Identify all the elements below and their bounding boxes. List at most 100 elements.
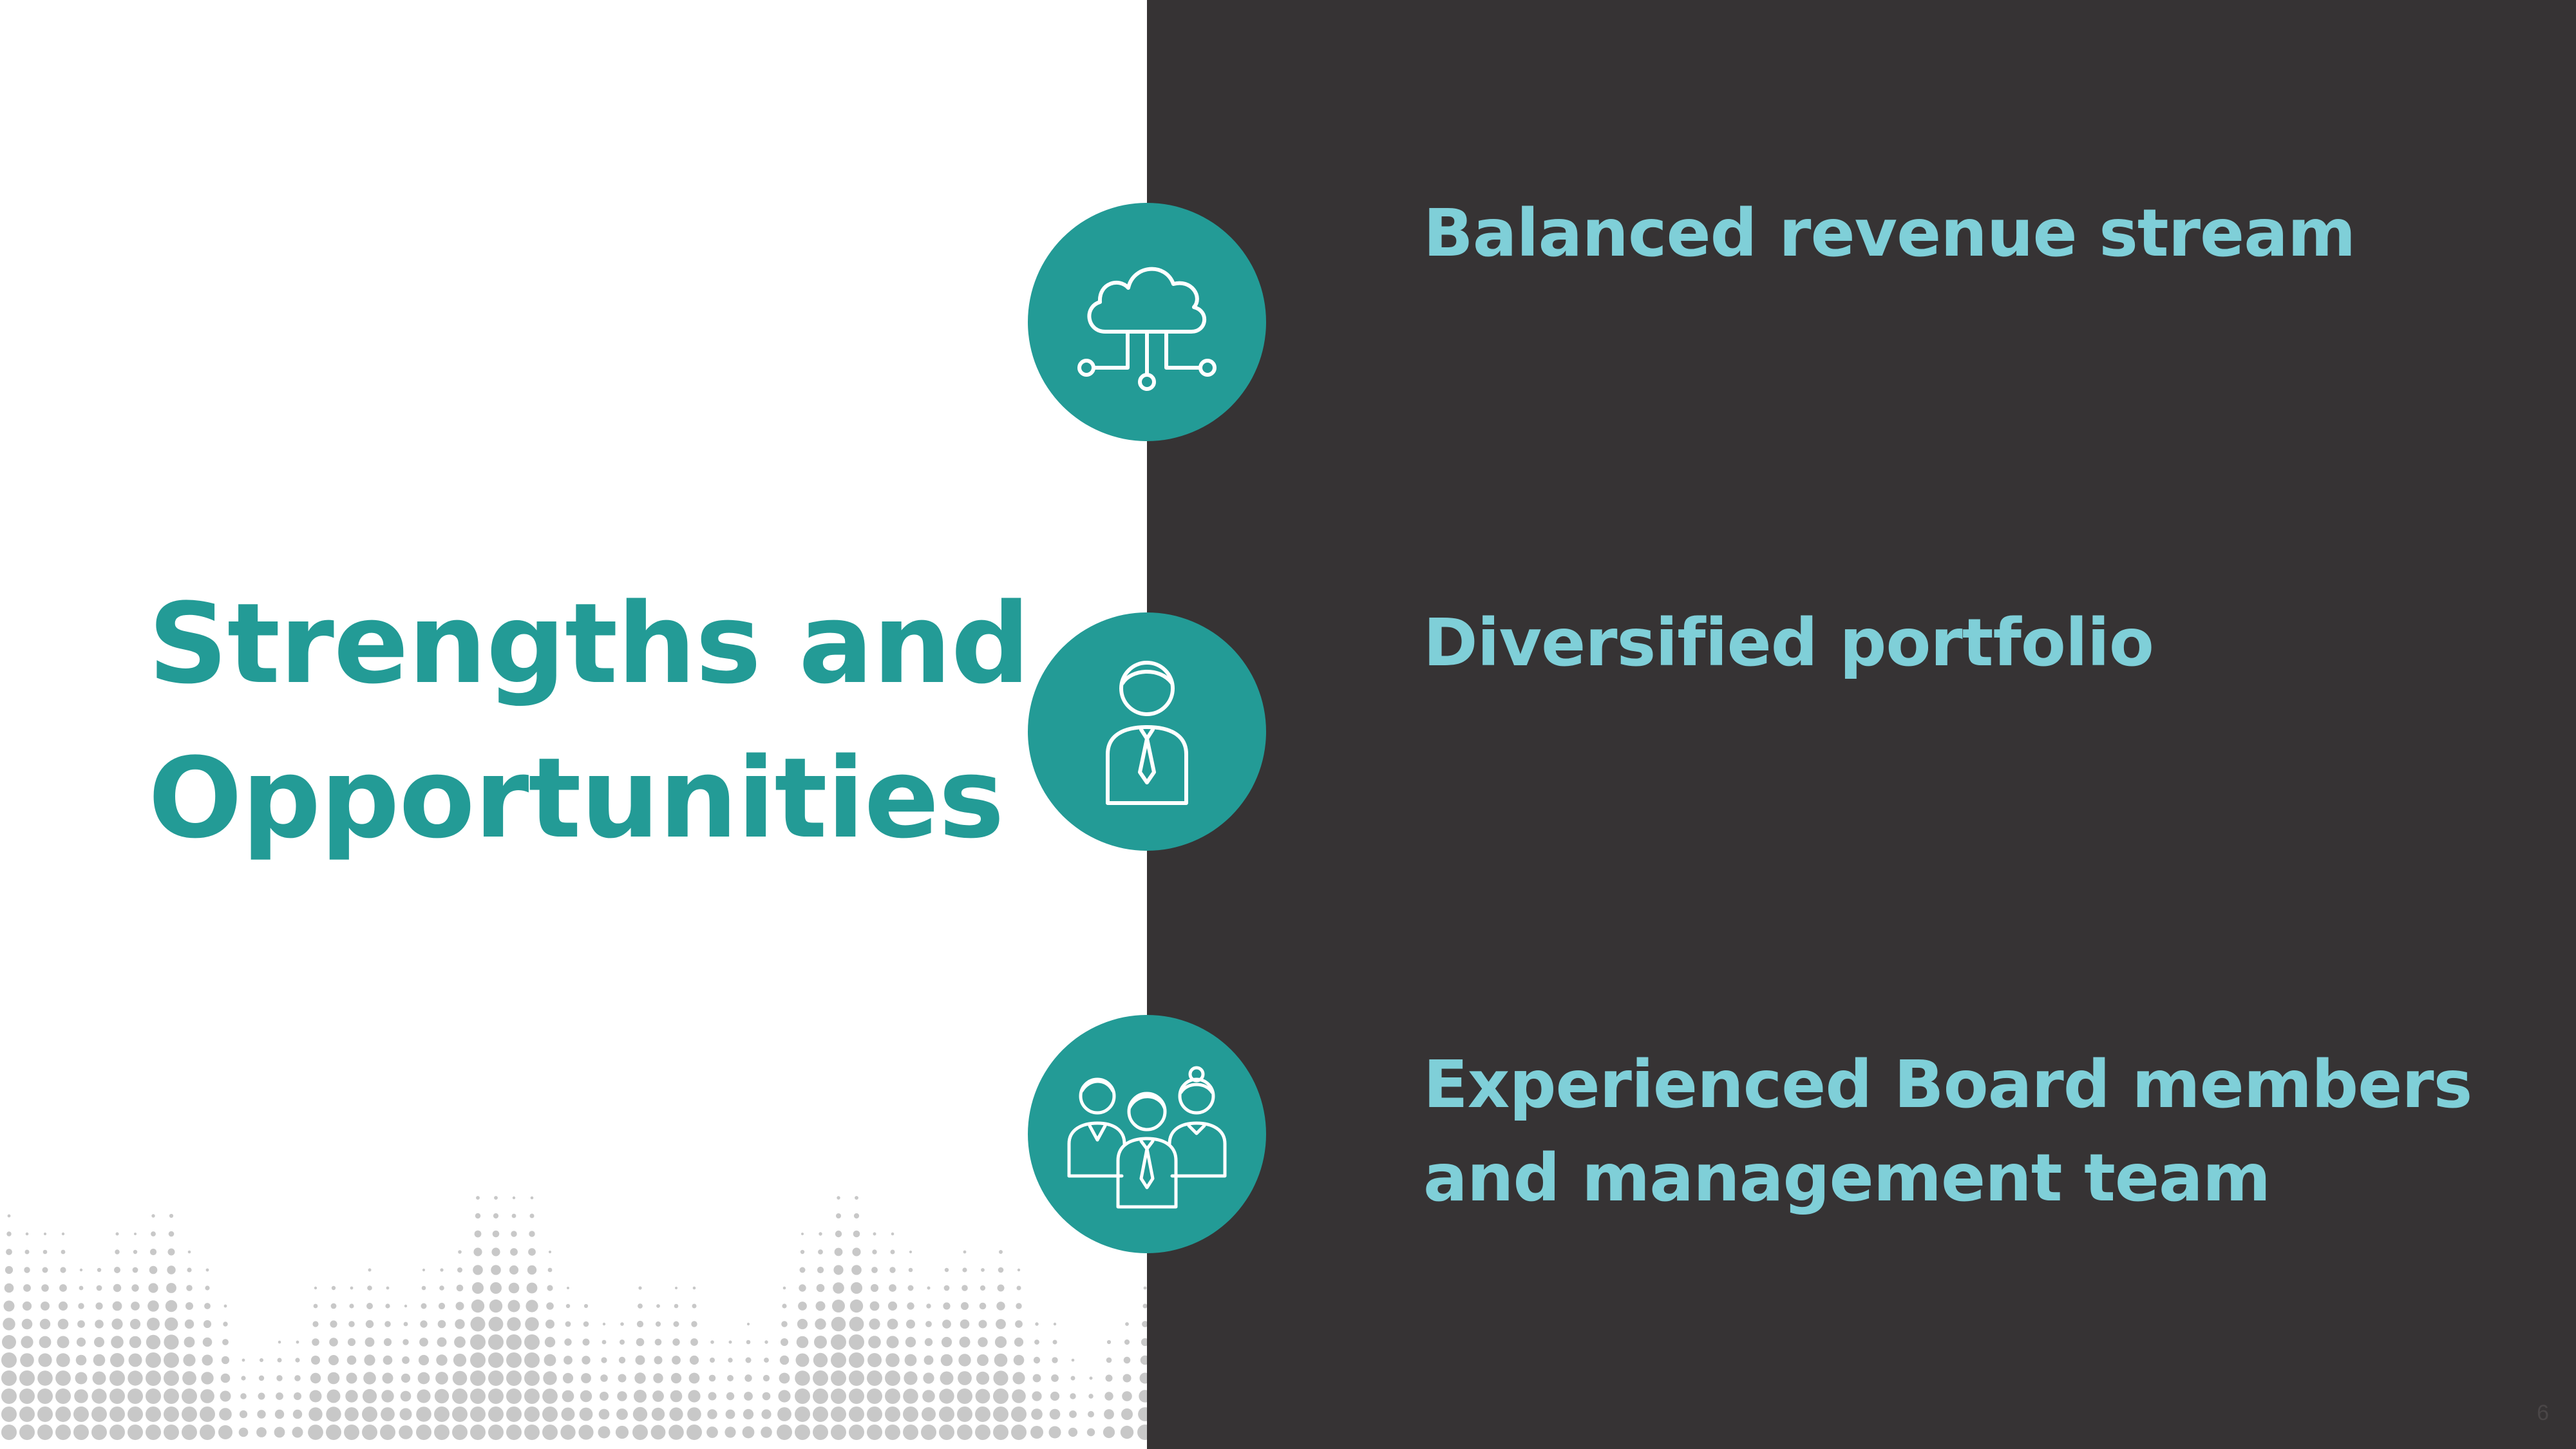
halftone-dot bbox=[417, 1372, 430, 1385]
halftone-dot bbox=[25, 1232, 29, 1236]
halftone-dot bbox=[781, 1338, 788, 1346]
halftone-dot bbox=[1, 1370, 17, 1386]
halftone-dot bbox=[581, 1373, 591, 1383]
halftone-dot bbox=[1032, 1374, 1041, 1383]
halftone-dot bbox=[726, 1392, 735, 1401]
halftone-dot bbox=[687, 1425, 702, 1440]
halftone-dot bbox=[218, 1425, 232, 1439]
halftone-dot bbox=[147, 1318, 160, 1331]
halftone-dot bbox=[309, 1390, 322, 1403]
halftone-dot bbox=[434, 1388, 450, 1404]
halftone-dot bbox=[1125, 1322, 1129, 1326]
halftone-dot bbox=[1086, 1428, 1095, 1437]
halftone-dot bbox=[220, 1390, 231, 1402]
halftone-dot bbox=[238, 1427, 249, 1437]
halftone-dot bbox=[546, 1302, 554, 1310]
halftone-dot bbox=[710, 1358, 715, 1363]
halftone-dot bbox=[886, 1336, 899, 1349]
halftone-dot bbox=[164, 1370, 179, 1386]
halftone-dot bbox=[440, 1268, 444, 1272]
halftone-dot bbox=[655, 1321, 661, 1327]
halftone-dot bbox=[744, 1374, 752, 1382]
halftone-dot bbox=[363, 1372, 376, 1385]
halftone-dot bbox=[795, 1388, 810, 1404]
halftone-dot bbox=[277, 1358, 282, 1363]
halftone-dot bbox=[867, 1370, 882, 1386]
halftone-dot bbox=[507, 1300, 520, 1312]
halftone-dot bbox=[836, 1213, 841, 1218]
halftone-dot bbox=[312, 1338, 319, 1346]
point-3-line-1: Experienced Board members bbox=[1423, 1046, 2472, 1123]
halftone-dot bbox=[402, 1356, 410, 1364]
halftone-dot bbox=[725, 1409, 735, 1419]
halftone-dot bbox=[1016, 1285, 1021, 1291]
halftone-dot bbox=[976, 1371, 990, 1385]
halftone-dot bbox=[473, 1265, 483, 1275]
halftone-dot-pattern bbox=[1, 1196, 1147, 1440]
halftone-dot bbox=[831, 1316, 846, 1332]
halftone-dot bbox=[330, 1320, 337, 1328]
halftone-dot bbox=[831, 1370, 846, 1386]
halftone-dot bbox=[600, 1392, 609, 1401]
halftone-dot bbox=[542, 1425, 558, 1440]
halftone-dot bbox=[672, 1356, 681, 1365]
halftone-dot bbox=[981, 1268, 985, 1272]
halftone-dot bbox=[256, 1427, 267, 1437]
halftone-dot bbox=[706, 1426, 718, 1438]
halftone-dot bbox=[204, 1303, 211, 1309]
point-diversified-portfolio: Diversified portfolio bbox=[1423, 596, 2518, 690]
halftone-dot bbox=[169, 1213, 174, 1218]
halftone-dot bbox=[1139, 1390, 1147, 1403]
halftone-dot bbox=[636, 1338, 645, 1347]
halftone-dot bbox=[91, 1388, 107, 1404]
halftone-dot bbox=[512, 1196, 516, 1200]
halftone-dot bbox=[978, 1320, 987, 1329]
halftone-dot bbox=[19, 1370, 35, 1386]
halftone-dot bbox=[435, 1372, 448, 1385]
halftone-dot bbox=[1017, 1268, 1021, 1272]
halftone-dot bbox=[453, 1353, 467, 1367]
halftone-dot bbox=[92, 1371, 106, 1385]
halftone-dot bbox=[470, 1406, 486, 1422]
halftone-dot bbox=[975, 1388, 990, 1404]
halftone-dot bbox=[524, 1425, 540, 1440]
halftone-dot bbox=[656, 1304, 660, 1308]
halftone-dot bbox=[488, 1334, 504, 1350]
halftone-dot bbox=[620, 1340, 625, 1345]
halftone-dot bbox=[744, 1392, 753, 1401]
halftone-dot bbox=[491, 1247, 500, 1256]
halftone-dot bbox=[182, 1388, 197, 1404]
halftone-dot bbox=[782, 1303, 787, 1309]
halftone-dot bbox=[975, 1425, 990, 1440]
halftone-dot bbox=[457, 1267, 462, 1273]
halftone-dot bbox=[58, 1301, 68, 1311]
halftone-dot bbox=[1143, 1286, 1147, 1290]
halftone-dot bbox=[5, 1265, 14, 1274]
halftone-dot bbox=[542, 1388, 558, 1404]
halftone-dot bbox=[205, 1285, 210, 1291]
halftone-dot bbox=[815, 1318, 826, 1330]
halftone-dot bbox=[1012, 1372, 1025, 1385]
halftone-dot bbox=[598, 1426, 611, 1439]
halftone-dot bbox=[399, 1425, 413, 1439]
halftone-dot bbox=[79, 1268, 83, 1272]
halftone-dot bbox=[506, 1388, 522, 1404]
halftone-dot bbox=[943, 1285, 950, 1291]
halftone-dot bbox=[111, 1318, 123, 1330]
halftone-dot bbox=[1121, 1408, 1133, 1420]
halftone-dot bbox=[416, 1425, 431, 1440]
halftone-dot bbox=[833, 1282, 844, 1294]
halftone-dot bbox=[849, 1334, 864, 1350]
halftone-dot bbox=[57, 1336, 70, 1349]
halftone-dot bbox=[149, 1265, 158, 1274]
halftone-dot bbox=[547, 1285, 553, 1291]
halftone-dot bbox=[543, 1371, 557, 1385]
halftone-dot bbox=[470, 1334, 486, 1350]
halftone-dot bbox=[24, 1267, 30, 1273]
halftone-dot bbox=[600, 1374, 608, 1382]
halftone-dot bbox=[258, 1392, 265, 1400]
halftone-dot bbox=[814, 1336, 827, 1349]
halftone-dot bbox=[310, 1372, 321, 1384]
halftone-dot bbox=[909, 1250, 913, 1254]
halftone-dot bbox=[650, 1425, 666, 1440]
